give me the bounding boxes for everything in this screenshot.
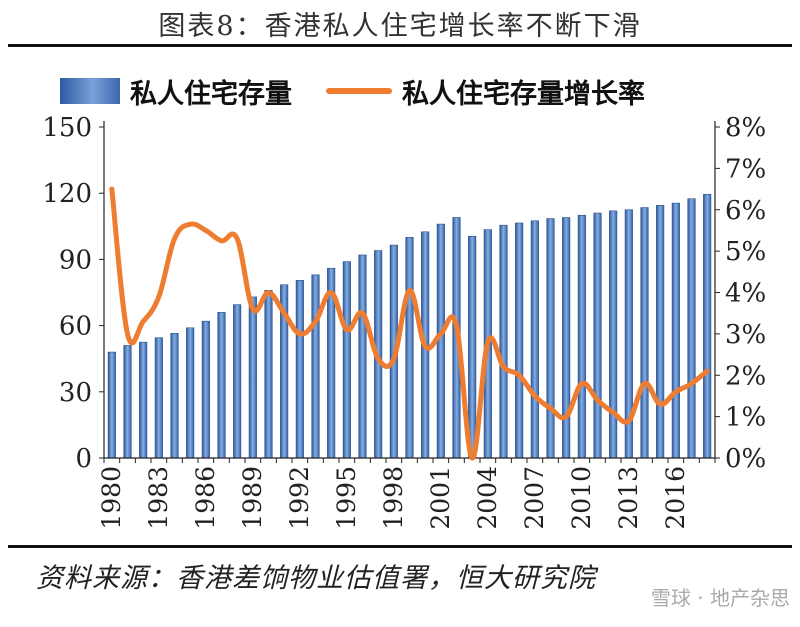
bar-1984	[170, 333, 179, 459]
watermark: 雪球 · 地产杂思	[650, 586, 790, 610]
top-rule	[8, 44, 792, 47]
page-title: 图表8：香港私人住宅增长率不断下滑	[158, 11, 642, 42]
y-left-tick-label: 150	[42, 113, 92, 143]
y-right-tick-label: 0%	[725, 444, 766, 474]
x-tick-label-2001: 2001	[426, 466, 455, 530]
x-tick-label-2010: 2010	[567, 466, 596, 530]
y-right-tick-label: 3%	[725, 320, 766, 350]
x-tick-label-1986: 1986	[191, 466, 220, 530]
bar-1980	[107, 351, 116, 459]
bar-1988	[233, 304, 242, 459]
x-tick-label-1989: 1989	[238, 466, 267, 530]
bar-2006	[515, 222, 524, 459]
x-tick-label-1998: 1998	[379, 466, 408, 530]
bar-1986	[201, 320, 210, 459]
y-right-tick-label: 8%	[725, 113, 766, 143]
bar-1981	[123, 345, 132, 459]
x-tick-label-1992: 1992	[285, 466, 314, 530]
x-tick-label-2004: 2004	[473, 466, 502, 530]
bar-1985	[186, 327, 195, 459]
bar-2014	[640, 207, 649, 459]
bar-1996	[358, 254, 367, 459]
bar-2001	[436, 223, 445, 459]
y-right-tick-label: 6%	[725, 196, 766, 226]
y-left-tick-label: 90	[59, 245, 92, 275]
y-left-tick-label: 0	[75, 444, 92, 474]
y-right-tick-label: 1%	[725, 403, 766, 433]
bar-2007	[530, 220, 539, 459]
y-left-tick-label: 120	[42, 179, 92, 209]
legend-label-line: 私人住宅存量增长率	[402, 78, 645, 110]
bar-2018	[703, 194, 712, 459]
legend-item-line: 私人住宅存量增长率	[326, 72, 645, 111]
y-right-tick-label: 4%	[725, 279, 766, 309]
legend-item-bars: 私人住宅存量	[60, 72, 292, 111]
x-tick-label-2007: 2007	[520, 466, 549, 530]
bar-2016	[671, 202, 680, 459]
chart-plot: 0 30 60 90 120 150 0% 1% 2% 3% 4% 5% 6% 7% 8% 1980 1983 1…	[42, 113, 766, 530]
legend-label-bars: 私人住宅存量	[130, 78, 292, 110]
bar-2005	[499, 224, 508, 459]
bar-1987	[217, 312, 226, 459]
y-left-tick-label: 30	[59, 378, 92, 408]
x-tick-label-2016: 2016	[661, 466, 690, 530]
bar-2015	[656, 205, 665, 459]
bar-1990	[264, 289, 273, 459]
bottom-rule	[8, 545, 792, 548]
x-tick-label-1995: 1995	[332, 466, 361, 530]
bar-1995	[342, 261, 351, 459]
bar-2008	[546, 218, 555, 459]
bar-1982	[139, 341, 148, 459]
legend-line-swatch	[326, 88, 392, 94]
bar-2012	[609, 210, 618, 459]
x-tick-label-1980: 1980	[97, 466, 126, 530]
chart-legend: 私人住宅存量 私人住宅存量增长率	[60, 72, 679, 111]
bar-2003	[468, 235, 477, 459]
x-tick-label-1983: 1983	[144, 466, 173, 530]
bar-2009	[562, 217, 571, 459]
source-note: 资料来源：香港差饷物业估值署，恒大研究院	[36, 563, 596, 594]
bar-1993	[311, 274, 320, 459]
y-right-tick-label: 5%	[725, 237, 766, 267]
y-right-tick-label: 7%	[725, 154, 766, 184]
bar-1999	[405, 237, 414, 459]
bar-1983	[154, 337, 163, 459]
legend-bar-swatch	[60, 78, 120, 104]
bar-2010	[577, 214, 586, 459]
bar-2017	[687, 198, 696, 459]
bar-2011	[593, 212, 602, 459]
bar-1989	[248, 296, 257, 459]
y-left-tick-label: 60	[59, 312, 92, 342]
x-tick-label-2013: 2013	[614, 466, 643, 530]
y-right-tick-label: 2%	[725, 361, 766, 391]
bar-1992	[295, 280, 304, 459]
